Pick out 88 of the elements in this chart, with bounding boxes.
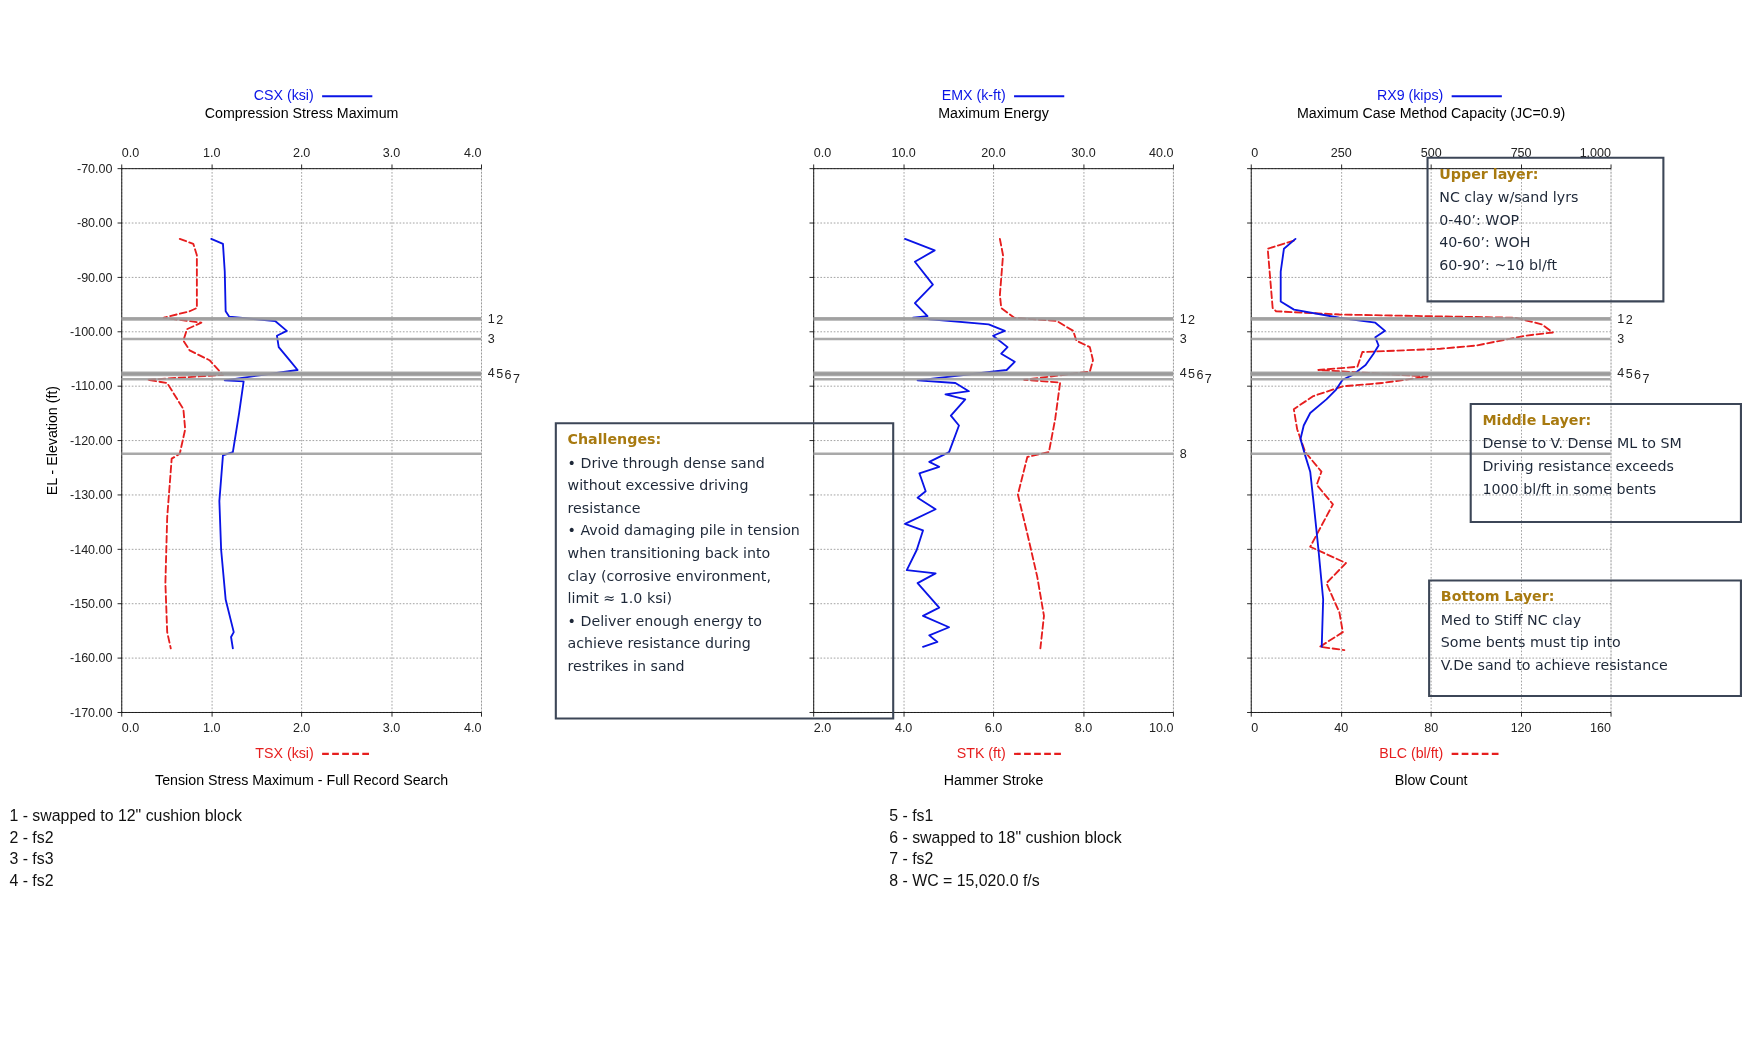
x-tick-label: 2.0: [292, 720, 311, 735]
x2-axis-title: Maximum Case Method Capacity (JC=0.9): [1297, 105, 1566, 122]
y-tick-label: -110.00: [70, 379, 113, 394]
x-tick-label: 1.0: [202, 720, 221, 735]
x2-tick-label: 30.0: [1071, 145, 1096, 160]
x-tick-label: 0.0: [121, 720, 140, 735]
annotation: 5: [1625, 366, 1633, 381]
x-tick-label: 3.0: [382, 720, 401, 735]
y-tick-label: -160.00: [69, 651, 113, 666]
annotation: 2: [1625, 312, 1633, 327]
text: Challenges: • Drive through dense sand without excessive driving resistance • Avoid damaging pile in tension when transitioning back into clay (corrosive environment, limit ≈ 1.0 ksi) • Deliver enough energy to achieve resistance during restrikes in sand: [567, 431, 800, 674]
x2-tick-label: 4.0: [464, 145, 482, 160]
legend-label: STK (ft): [956, 745, 1006, 762]
annotation: Middle Layer: Dense to V. Dense ML to SM Driving resistance exceeds 1000 bl/ft in some bents: [1482, 411, 1682, 497]
x2-tick-label: 0.0: [813, 145, 832, 160]
x-tick-label: 160: [1590, 720, 1612, 735]
y-tick-label: -80.00: [76, 216, 113, 231]
legend-label: BLC (bl/ft): [1379, 745, 1444, 762]
x2-tick-label: 0.0: [121, 145, 140, 160]
annotation: 5: [496, 366, 504, 381]
x-axis-title: Blow Count: [1394, 772, 1468, 789]
text: 2 - fs2: [9, 828, 54, 846]
annotation: 4: [487, 365, 495, 380]
x2-axis-title: Maximum Energy: [938, 105, 1050, 122]
annotation: 4: [1617, 365, 1625, 380]
x-tick-label: 10.0: [1149, 720, 1174, 735]
x-tick-label: 2.0: [813, 720, 832, 735]
legend-label: CSX (ksi): [253, 87, 314, 104]
legend-label: RX9 (kips): [1376, 87, 1444, 104]
x2-axis-title: Compression Stress Maximum: [204, 105, 399, 122]
annotation: 2: [496, 312, 504, 327]
annotation: 6: [1196, 368, 1204, 383]
annotation: 6: [1634, 368, 1642, 383]
annotation: 1: [1617, 311, 1625, 326]
x-tick-label: 6.0: [984, 720, 1003, 735]
x2-tick-label: 750: [1510, 145, 1532, 160]
x-tick-label: 4.0: [894, 720, 913, 735]
annotation: 5: [1188, 366, 1196, 381]
text: 8 - WC = 15,020.0 f/s: [889, 871, 1040, 889]
x-tick-label: 0: [1251, 720, 1259, 735]
annotation: 8: [1179, 446, 1187, 461]
annotation: 7: [1204, 372, 1212, 387]
x-tick-label: 8.0: [1074, 720, 1093, 735]
annotation: 7: [1642, 372, 1650, 387]
x2-tick-label: 1,000: [1579, 145, 1612, 160]
annotation: 2: [1188, 312, 1196, 327]
legend-label: EMX (k-ft): [941, 87, 1006, 104]
x2-tick-label: 40.0: [1149, 145, 1174, 160]
x-tick-label: 120: [1510, 720, 1532, 735]
x2-tick-label: 2.0: [292, 145, 311, 160]
x2-tick-label: 250: [1330, 145, 1352, 160]
x-axis-title: Hammer Stroke: [943, 772, 1044, 789]
text: 6 - swapped to 18" cushion block: [889, 828, 1122, 846]
x-axis-title: Tension Stress Maximum - Full Record Search: [155, 772, 449, 789]
x2-tick-label: 3.0: [382, 145, 401, 160]
legend-label: TSX (ksi): [255, 745, 314, 762]
y-tick-label: -130.00: [69, 488, 113, 503]
y-tick-label: -170.00: [69, 705, 113, 720]
annotation: 4: [1179, 365, 1187, 380]
annotation: 3: [1617, 332, 1625, 347]
annotation: 1: [1179, 311, 1187, 326]
y-tick-label: -150.00: [69, 596, 113, 611]
text: 5 - fs1: [889, 806, 934, 824]
y-axis-title: EL - Elevation (ft): [43, 385, 60, 496]
y-tick-label: -90.00: [76, 270, 113, 285]
text: 1 - swapped to 12" cushion block: [9, 806, 242, 824]
annotation: 1: [487, 311, 495, 326]
annotation: 6: [504, 368, 512, 383]
text: 4 - fs2: [9, 871, 54, 889]
text: 7 - fs2: [889, 850, 934, 868]
x2-tick-label: 20.0: [981, 145, 1006, 160]
annotation: 3: [1179, 332, 1187, 347]
x-tick-label: 80: [1424, 720, 1439, 735]
x-tick-label: 40: [1334, 720, 1349, 735]
annotation: Bottom Layer: Med to Stiff NC clay Some bents must tip into V.De sand to achieve resistance: [1440, 588, 1668, 674]
text: 3 - fs3: [9, 850, 54, 868]
y-tick-label: -70.00: [76, 161, 113, 176]
x2-tick-label: 10.0: [891, 145, 916, 160]
x2-tick-label: 0: [1251, 145, 1259, 160]
annotation: 3: [487, 332, 495, 347]
y-tick-label: -140.00: [69, 542, 113, 557]
x2-tick-label: 500: [1420, 145, 1442, 160]
x-tick-label: 4.0: [464, 720, 482, 735]
y-tick-label: -100.00: [69, 324, 113, 339]
x2-tick-label: 1.0: [202, 145, 221, 160]
annotation: 7: [512, 372, 520, 387]
annotation: Upper layer: NC clay w/sand lyrs 0-40’: WOP 40-60’: WOH 60-90’: ~10 bl/ft: [1439, 165, 1579, 273]
y-tick-label: -120.00: [69, 433, 113, 448]
